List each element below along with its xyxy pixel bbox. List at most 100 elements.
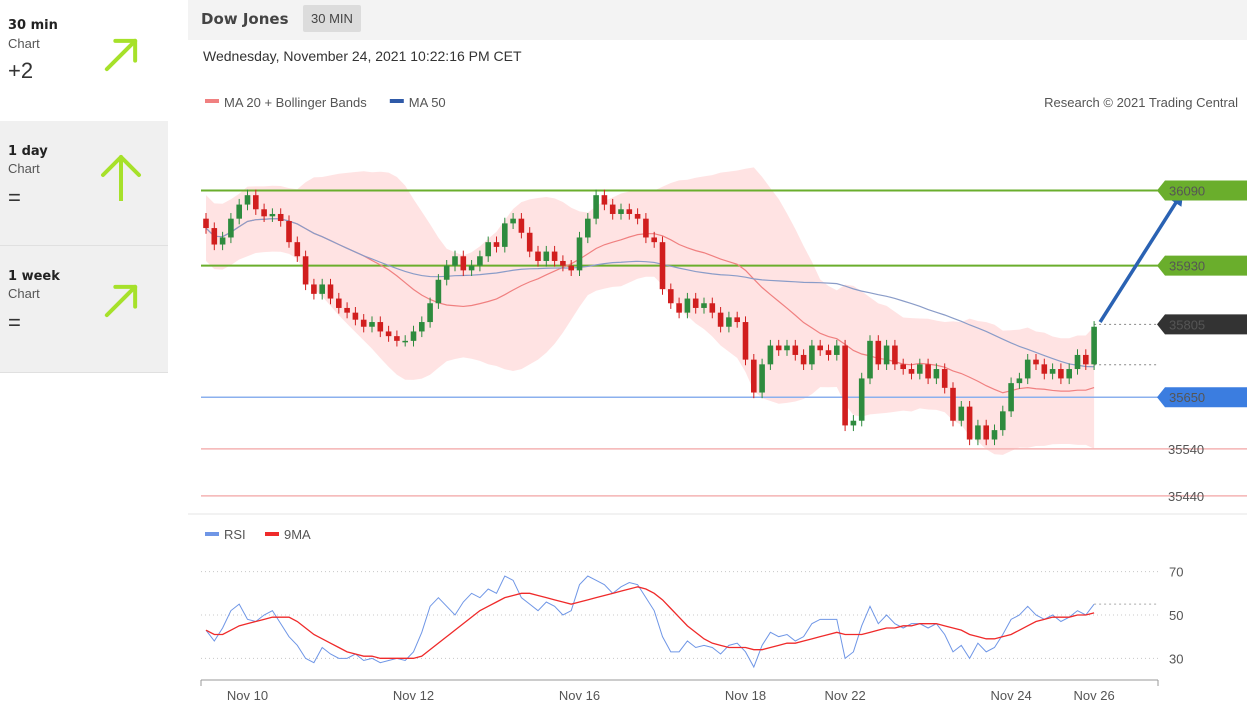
level-label-35540: 35540 [1168,442,1204,457]
candle-body [485,242,491,257]
candle-body [601,195,608,205]
candle-body [800,354,807,365]
candle-body [834,345,840,355]
candle-body [277,213,284,222]
candle-body [676,303,682,313]
candle-body [269,213,276,217]
candle-body [817,345,823,351]
x-tick-label: Nov 12 [393,688,434,703]
candle-body [551,251,558,261]
card-period: 1 week [8,269,60,284]
candle-body [692,298,699,308]
projection-arrow-line [1098,199,1179,323]
candle-body [286,221,292,243]
candle-body [228,218,234,238]
bollinger-band-area [206,167,1095,455]
candle-body [244,195,251,205]
candle-body [983,425,989,440]
candle-body [477,256,483,266]
candle-body [327,284,334,299]
candle-body [1066,369,1072,379]
candle-body [253,195,259,210]
candle-body [742,322,749,360]
candle-body [1049,369,1056,374]
candle-body [925,364,931,379]
card-1week[interactable]: 1 week Chart = [0,246,168,373]
level-label-35930: 35930 [1169,259,1205,274]
moving-averages [205,218,1095,394]
candle-body [950,387,956,421]
candle-body [211,228,218,245]
up-right-arrow-icon [104,284,138,318]
candle-body [543,251,550,261]
candle-body [643,218,649,238]
x-tick-label: Nov 18 [725,688,766,703]
legend-swatch [265,532,279,536]
candle-body [452,256,458,266]
timeframe-badge[interactable]: 30 MIN [303,5,361,32]
candle-body [410,331,417,341]
x-tick-label: Nov 26 [1073,688,1114,703]
candle-body [651,237,657,243]
up-right-arrow-icon [104,38,138,72]
level-label-36090: 36090 [1169,183,1205,198]
candle-body [236,204,242,219]
legend-swatch [205,532,219,536]
candle-body [626,209,633,214]
rsi-tick-label: 30 [1169,651,1183,666]
x-tick-label: Nov 24 [990,688,1031,703]
card-sub: Chart [8,36,40,51]
candle-body [842,345,848,426]
candle-body [1091,326,1097,365]
candle-body [825,350,832,355]
card-period: 1 day [8,144,48,159]
candle-body [941,369,948,388]
rsi-legend: RSI 9MA [205,527,311,542]
candle-body [435,279,442,304]
candle-body [792,345,799,355]
candle-body [883,345,890,365]
candle-body [659,242,666,290]
candle-body [933,369,940,379]
candle-body [311,284,317,294]
candle-body [360,319,367,327]
candle-body [975,425,981,440]
candle-body [609,204,616,214]
candle-body [369,322,375,327]
level-labels: 36090 35930 35805 35650 35540 35440 [1157,180,1247,504]
x-tick-label: Nov 22 [824,688,865,703]
rsi-tick-label: 70 [1169,565,1183,580]
candle-body [535,251,541,261]
candle-body [717,312,724,327]
candle-body [1074,354,1081,370]
candle-body [468,265,475,271]
candle-body [1008,383,1014,412]
candle-body [502,223,508,247]
timeframe-sidebar: 30 min Chart +2 1 day Chart = 1 week Cha… [0,0,168,373]
rsi-series-9ma [205,586,1095,659]
candlesticks [203,189,1097,446]
candle-body [576,237,583,271]
card-30min[interactable]: 30 min Chart +2 [0,0,168,125]
candle-body [1016,378,1023,384]
candle-body [867,340,873,379]
candle-body [875,340,882,365]
candle-body [319,284,325,294]
candle-body [526,232,533,252]
candle-body [991,430,998,440]
legend-label: RSI [224,527,246,542]
candle-body [518,218,525,233]
candle-body [850,420,857,426]
candle-body [767,345,774,365]
card-score: +2 [8,58,34,83]
ma50-line [205,218,1095,368]
candle-body [1041,364,1048,374]
candle-body [385,331,392,337]
rsi-panel: 70 50 30 [201,565,1183,669]
card-1day[interactable]: 1 day Chart = [0,121,168,246]
candle-body [908,369,915,374]
candle-body [618,209,624,214]
price-legend: MA 20 + Bollinger Bands MA 50 [205,95,446,110]
x-tick-label: Nov 16 [559,688,600,703]
level-label-35805: 35805 [1169,317,1205,332]
